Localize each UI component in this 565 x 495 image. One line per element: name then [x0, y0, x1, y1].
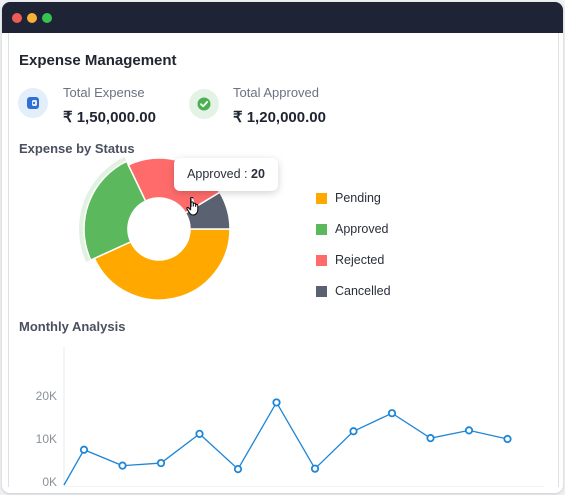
legend-swatch [316, 193, 327, 204]
data-point-oct[interactable] [426, 434, 435, 443]
data-point-aug[interactable] [349, 427, 358, 436]
wallet-icon [18, 88, 48, 118]
stat-label: Total Approved [233, 85, 320, 100]
data-point-sep[interactable] [387, 409, 397, 418]
close-window-button[interactable] [12, 13, 22, 23]
maximize-window-button[interactable] [42, 13, 52, 23]
title-bar [2, 2, 563, 33]
legend-swatch [316, 255, 327, 266]
minimize-window-button[interactable] [27, 13, 37, 23]
data-point-jan[interactable] [79, 445, 89, 454]
pie-slice-cancelled[interactable] [184, 191, 231, 230]
stat-value: ₹ 1,20,000.00 [233, 109, 326, 126]
stat-label: Total Expense [63, 85, 145, 100]
monthly-chart-title: Monthly Analysis [19, 319, 126, 334]
hand-cursor-icon [186, 197, 199, 216]
legend-swatch [316, 286, 327, 297]
legend-label: Rejected [335, 253, 385, 267]
pie-slice-approved[interactable] [83, 160, 147, 262]
monthly-line-chart[interactable]: 0K10K20KJanFebMarAprMayJunJulAugSepOctNo… [9, 337, 549, 487]
series-line [63, 401, 508, 486]
legend-label: Pending [335, 191, 381, 205]
pie-slice-pending[interactable] [93, 228, 231, 301]
y-tick-label: 0K [42, 475, 57, 487]
data-point-apr[interactable] [195, 429, 204, 438]
y-tick-label: 20K [36, 389, 57, 403]
data-point-may[interactable] [233, 465, 243, 474]
data-point-dec[interactable] [503, 434, 512, 444]
legend-label: Cancelled [335, 284, 391, 298]
data-point-mar[interactable] [156, 458, 166, 468]
data-point-feb[interactable] [118, 461, 127, 470]
page-title: Expense Management [19, 52, 177, 69]
status-donut-chart[interactable] [74, 144, 244, 314]
legend-label: Approved [335, 222, 389, 236]
tooltip-value: 20 [251, 167, 265, 181]
data-point-jun[interactable] [272, 398, 281, 407]
data-point-jul[interactable] [310, 464, 320, 473]
status-chart-title: Expense by Status [19, 141, 135, 156]
check-circle-icon [189, 89, 219, 119]
data-point-nov[interactable] [464, 426, 474, 435]
y-tick-label: 10K [36, 432, 57, 446]
chart-tooltip: Approved : 20 [174, 158, 278, 191]
legend-swatch [316, 224, 327, 235]
stat-value: ₹ 1,50,000.00 [63, 109, 156, 126]
tooltip-label: Approved : [187, 167, 248, 181]
dashboard-content: Expense Management Total Expense ₹ 1,50,… [8, 33, 559, 487]
